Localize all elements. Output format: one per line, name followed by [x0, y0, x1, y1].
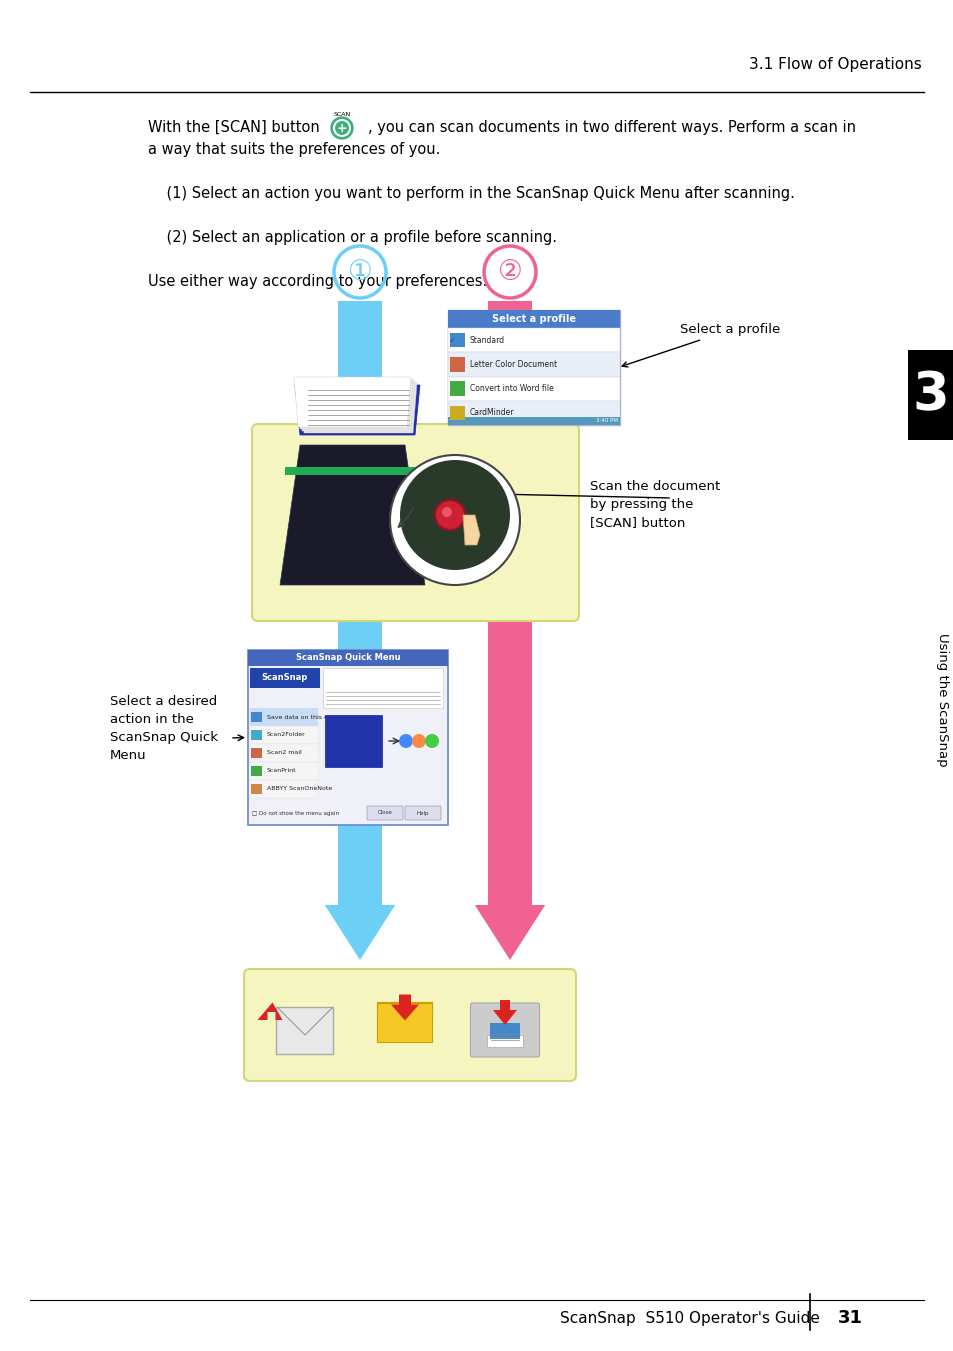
- FancyBboxPatch shape: [448, 401, 619, 426]
- Circle shape: [412, 734, 426, 748]
- Circle shape: [331, 118, 353, 139]
- Text: +: +: [336, 122, 347, 135]
- Text: □ Do not show the menu again: □ Do not show the menu again: [252, 811, 338, 816]
- FancyBboxPatch shape: [323, 667, 442, 708]
- Text: (2) Select an application or a profile before scanning.: (2) Select an application or a profile b…: [148, 230, 557, 245]
- Text: ScanSnap  S510 Operator's Guide: ScanSnap S510 Operator's Guide: [559, 1310, 819, 1325]
- Text: With the [SCAN] button: With the [SCAN] button: [148, 120, 319, 135]
- Text: Scan the document
by pressing the
[SCAN] button: Scan the document by pressing the [SCAN]…: [589, 480, 720, 530]
- Circle shape: [424, 734, 438, 748]
- Polygon shape: [299, 382, 416, 434]
- Polygon shape: [475, 905, 544, 961]
- Text: Select a profile: Select a profile: [621, 323, 780, 367]
- Text: (1) Select an action you want to perform in the ScanSnap Quick Menu after scanni: (1) Select an action you want to perform…: [148, 186, 794, 201]
- FancyBboxPatch shape: [486, 1035, 522, 1047]
- FancyBboxPatch shape: [448, 309, 619, 328]
- Polygon shape: [493, 1000, 517, 1025]
- Text: Select a desired
action in the
ScanSnap Quick
Menu: Select a desired action in the ScanSnap …: [110, 694, 218, 762]
- FancyBboxPatch shape: [448, 309, 619, 426]
- FancyBboxPatch shape: [325, 715, 381, 767]
- Text: Standard: Standard: [469, 335, 504, 345]
- Text: 3.1 Flow of Operations: 3.1 Flow of Operations: [748, 58, 921, 73]
- Text: ②: ②: [497, 258, 522, 286]
- Circle shape: [390, 455, 519, 585]
- Text: ✓: ✓: [449, 335, 456, 345]
- Text: CardMinder: CardMinder: [469, 408, 514, 417]
- Circle shape: [398, 734, 413, 748]
- Text: a way that suits the preferences of you.: a way that suits the preferences of you.: [148, 142, 440, 157]
- FancyBboxPatch shape: [450, 381, 464, 396]
- Polygon shape: [391, 994, 418, 1020]
- Text: 31: 31: [837, 1309, 862, 1327]
- Polygon shape: [294, 385, 419, 435]
- FancyBboxPatch shape: [377, 1002, 432, 1042]
- Circle shape: [399, 459, 510, 570]
- FancyBboxPatch shape: [448, 328, 619, 353]
- Text: Using the ScanSnap: Using the ScanSnap: [936, 634, 948, 767]
- Text: Scan2 mail: Scan2 mail: [267, 751, 301, 755]
- FancyBboxPatch shape: [276, 1006, 334, 1054]
- FancyBboxPatch shape: [448, 377, 619, 401]
- Polygon shape: [280, 444, 424, 585]
- FancyBboxPatch shape: [250, 780, 317, 798]
- FancyBboxPatch shape: [470, 1002, 539, 1056]
- Text: Use either way according to your preferences.: Use either way according to your prefere…: [148, 274, 487, 289]
- Polygon shape: [257, 1002, 282, 1020]
- FancyBboxPatch shape: [250, 667, 319, 688]
- FancyBboxPatch shape: [251, 712, 261, 723]
- Text: Help: Help: [416, 811, 429, 816]
- Polygon shape: [324, 905, 395, 961]
- FancyBboxPatch shape: [448, 353, 619, 377]
- FancyBboxPatch shape: [250, 744, 317, 762]
- Text: Letter Color Document: Letter Color Document: [469, 359, 557, 369]
- Text: Close: Close: [377, 811, 392, 816]
- FancyBboxPatch shape: [250, 708, 317, 725]
- Text: Save data on this computer: Save data on this computer: [267, 715, 354, 720]
- Text: ABBYY ScanOneNote: ABBYY ScanOneNote: [267, 786, 332, 792]
- FancyBboxPatch shape: [907, 350, 953, 440]
- FancyBboxPatch shape: [244, 969, 576, 1081]
- FancyBboxPatch shape: [450, 357, 464, 372]
- FancyBboxPatch shape: [250, 725, 317, 744]
- Text: 3: 3: [912, 369, 948, 422]
- FancyBboxPatch shape: [248, 650, 448, 666]
- Circle shape: [435, 500, 464, 530]
- Polygon shape: [337, 301, 381, 905]
- FancyBboxPatch shape: [450, 332, 464, 347]
- Text: 3:40 PM: 3:40 PM: [596, 419, 618, 423]
- Text: , you can scan documents in two different ways. Perform a scan in: , you can scan documents in two differen…: [368, 120, 855, 135]
- FancyBboxPatch shape: [450, 405, 464, 420]
- Text: ScanSnap: ScanSnap: [262, 674, 308, 682]
- Text: SCAN: SCAN: [333, 112, 351, 118]
- FancyBboxPatch shape: [405, 807, 440, 820]
- FancyBboxPatch shape: [252, 424, 578, 621]
- Polygon shape: [462, 515, 479, 544]
- FancyBboxPatch shape: [490, 1023, 519, 1039]
- FancyBboxPatch shape: [251, 766, 261, 777]
- FancyBboxPatch shape: [367, 807, 402, 820]
- Polygon shape: [297, 381, 415, 431]
- FancyBboxPatch shape: [251, 730, 261, 740]
- Polygon shape: [295, 380, 413, 430]
- Text: Scan2Folder: Scan2Folder: [267, 732, 305, 738]
- Text: Convert into Word file: Convert into Word file: [469, 384, 553, 393]
- Polygon shape: [294, 377, 411, 427]
- FancyBboxPatch shape: [251, 784, 261, 794]
- Text: ①: ①: [347, 258, 372, 286]
- Text: Select a profile: Select a profile: [492, 313, 576, 324]
- Circle shape: [441, 507, 452, 517]
- FancyBboxPatch shape: [251, 747, 261, 758]
- FancyBboxPatch shape: [285, 467, 419, 476]
- Polygon shape: [377, 1002, 432, 1019]
- Text: ScanSnap Quick Menu: ScanSnap Quick Menu: [295, 654, 400, 662]
- Polygon shape: [488, 301, 532, 905]
- FancyBboxPatch shape: [248, 650, 448, 825]
- Text: ScanPrint: ScanPrint: [267, 769, 296, 774]
- FancyBboxPatch shape: [250, 762, 317, 780]
- FancyBboxPatch shape: [448, 417, 619, 426]
